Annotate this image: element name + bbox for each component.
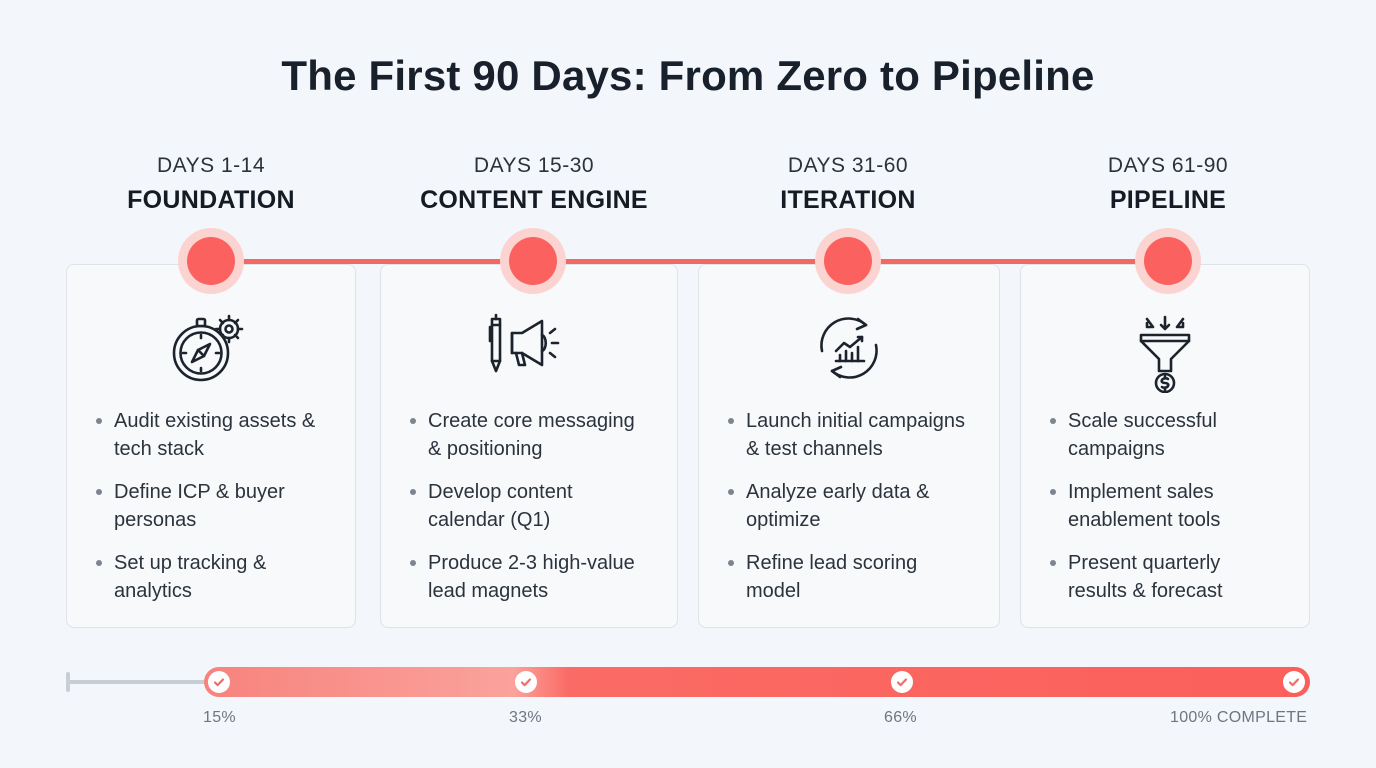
phase-days: DAYS 15-30 xyxy=(473,154,595,177)
page-title: The First 90 Days: From Zero to Pipeline xyxy=(281,52,1095,99)
phase-days: DAYS 61-90 xyxy=(1107,154,1229,177)
timeline-node-foundation xyxy=(178,228,244,294)
bullet-icon xyxy=(1050,489,1056,495)
phase-name: PIPELINE xyxy=(1109,186,1227,214)
timeline-connector xyxy=(210,259,1168,264)
phase-card-content-engine: Create core messaging & positioning Devel… xyxy=(380,264,678,628)
phase-name: CONTENT ENGINE xyxy=(420,186,648,214)
milestone-check-100 xyxy=(1283,671,1305,693)
phase-header-pipeline: DAYS 61-90 PIPELINE xyxy=(1008,154,1328,215)
bullet-list: Audit existing assets & tech stack Define… xyxy=(94,407,341,620)
check-icon xyxy=(213,678,225,687)
node-core xyxy=(509,237,557,285)
bullet-list: Scale successful campaigns Implement sale… xyxy=(1048,407,1295,620)
node-core xyxy=(187,237,235,285)
list-item: Set up tracking & analytics xyxy=(94,549,341,605)
check-icon xyxy=(1288,678,1300,687)
progress-fill xyxy=(204,667,1310,697)
phase-card-iteration: Launch initial campaigns & test channels … xyxy=(698,264,1000,628)
phase-card-foundation: Audit existing assets & tech stack Define… xyxy=(66,264,356,628)
bullet-list: Launch initial campaigns & test channels … xyxy=(726,407,985,620)
timeline-node-content-engine xyxy=(500,228,566,294)
bullet-icon xyxy=(96,560,102,566)
timeline-node-iteration xyxy=(815,228,881,294)
bullet-icon xyxy=(410,560,416,566)
milestone-label-100: 100% COMPLETE xyxy=(1170,709,1308,726)
list-item: Launch initial campaigns & test channels xyxy=(726,407,985,463)
milestone-check-33 xyxy=(515,671,537,693)
bullet-icon xyxy=(410,418,416,424)
bullet-icon xyxy=(728,489,734,495)
check-icon xyxy=(520,678,532,687)
check-icon xyxy=(896,678,908,687)
list-item: Scale successful campaigns xyxy=(1048,407,1295,463)
phase-name: ITERATION xyxy=(780,186,916,214)
progress-track xyxy=(67,680,207,684)
phase-days: DAYS 1-14 xyxy=(157,154,265,177)
node-core xyxy=(1144,237,1192,285)
phase-card-pipeline: Scale successful campaigns Implement sale… xyxy=(1020,264,1310,628)
milestone-check-66 xyxy=(891,671,913,693)
phase-header-content-engine: DAYS 15-30 CONTENT ENGINE xyxy=(374,154,694,215)
pen-megaphone-icon xyxy=(488,313,560,373)
milestone-label-15: 15% xyxy=(203,709,236,726)
timeline-node-pipeline xyxy=(1135,228,1201,294)
milestone-label-33: 33% xyxy=(509,709,542,726)
compass-gear-icon xyxy=(172,314,244,382)
milestone-check-15 xyxy=(208,671,230,693)
phase-days: DAYS 31-60 xyxy=(787,154,909,177)
list-item: Refine lead scoring model xyxy=(726,549,985,605)
bullet-list: Create core messaging & positioning Devel… xyxy=(408,407,663,620)
bullet-icon xyxy=(410,489,416,495)
bullet-icon xyxy=(728,418,734,424)
phase-header-iteration: DAYS 31-60 ITERATION xyxy=(688,154,1008,215)
node-core xyxy=(824,237,872,285)
funnel-dollar-icon xyxy=(1139,315,1191,393)
phase-name: FOUNDATION xyxy=(127,186,295,214)
list-item: Produce 2-3 high-value lead magnets xyxy=(408,549,663,605)
bullet-icon xyxy=(96,418,102,424)
milestone-label-66: 66% xyxy=(884,709,917,726)
cycle-chart-icon xyxy=(820,317,878,379)
bullet-icon xyxy=(96,489,102,495)
list-item: Develop content calendar (Q1) xyxy=(408,478,663,534)
bullet-icon xyxy=(1050,418,1056,424)
list-item: Present quarterly results & forecast xyxy=(1048,549,1295,605)
list-item: Implement sales enablement tools xyxy=(1048,478,1295,534)
phase-header-foundation: DAYS 1-14 FOUNDATION xyxy=(51,154,371,215)
list-item: Create core messaging & positioning xyxy=(408,407,663,463)
list-item: Analyze early data & optimize xyxy=(726,478,985,534)
list-item: Define ICP & buyer personas xyxy=(94,478,341,534)
list-item: Audit existing assets & tech stack xyxy=(94,407,341,463)
bullet-icon xyxy=(1050,560,1056,566)
bullet-icon xyxy=(728,560,734,566)
